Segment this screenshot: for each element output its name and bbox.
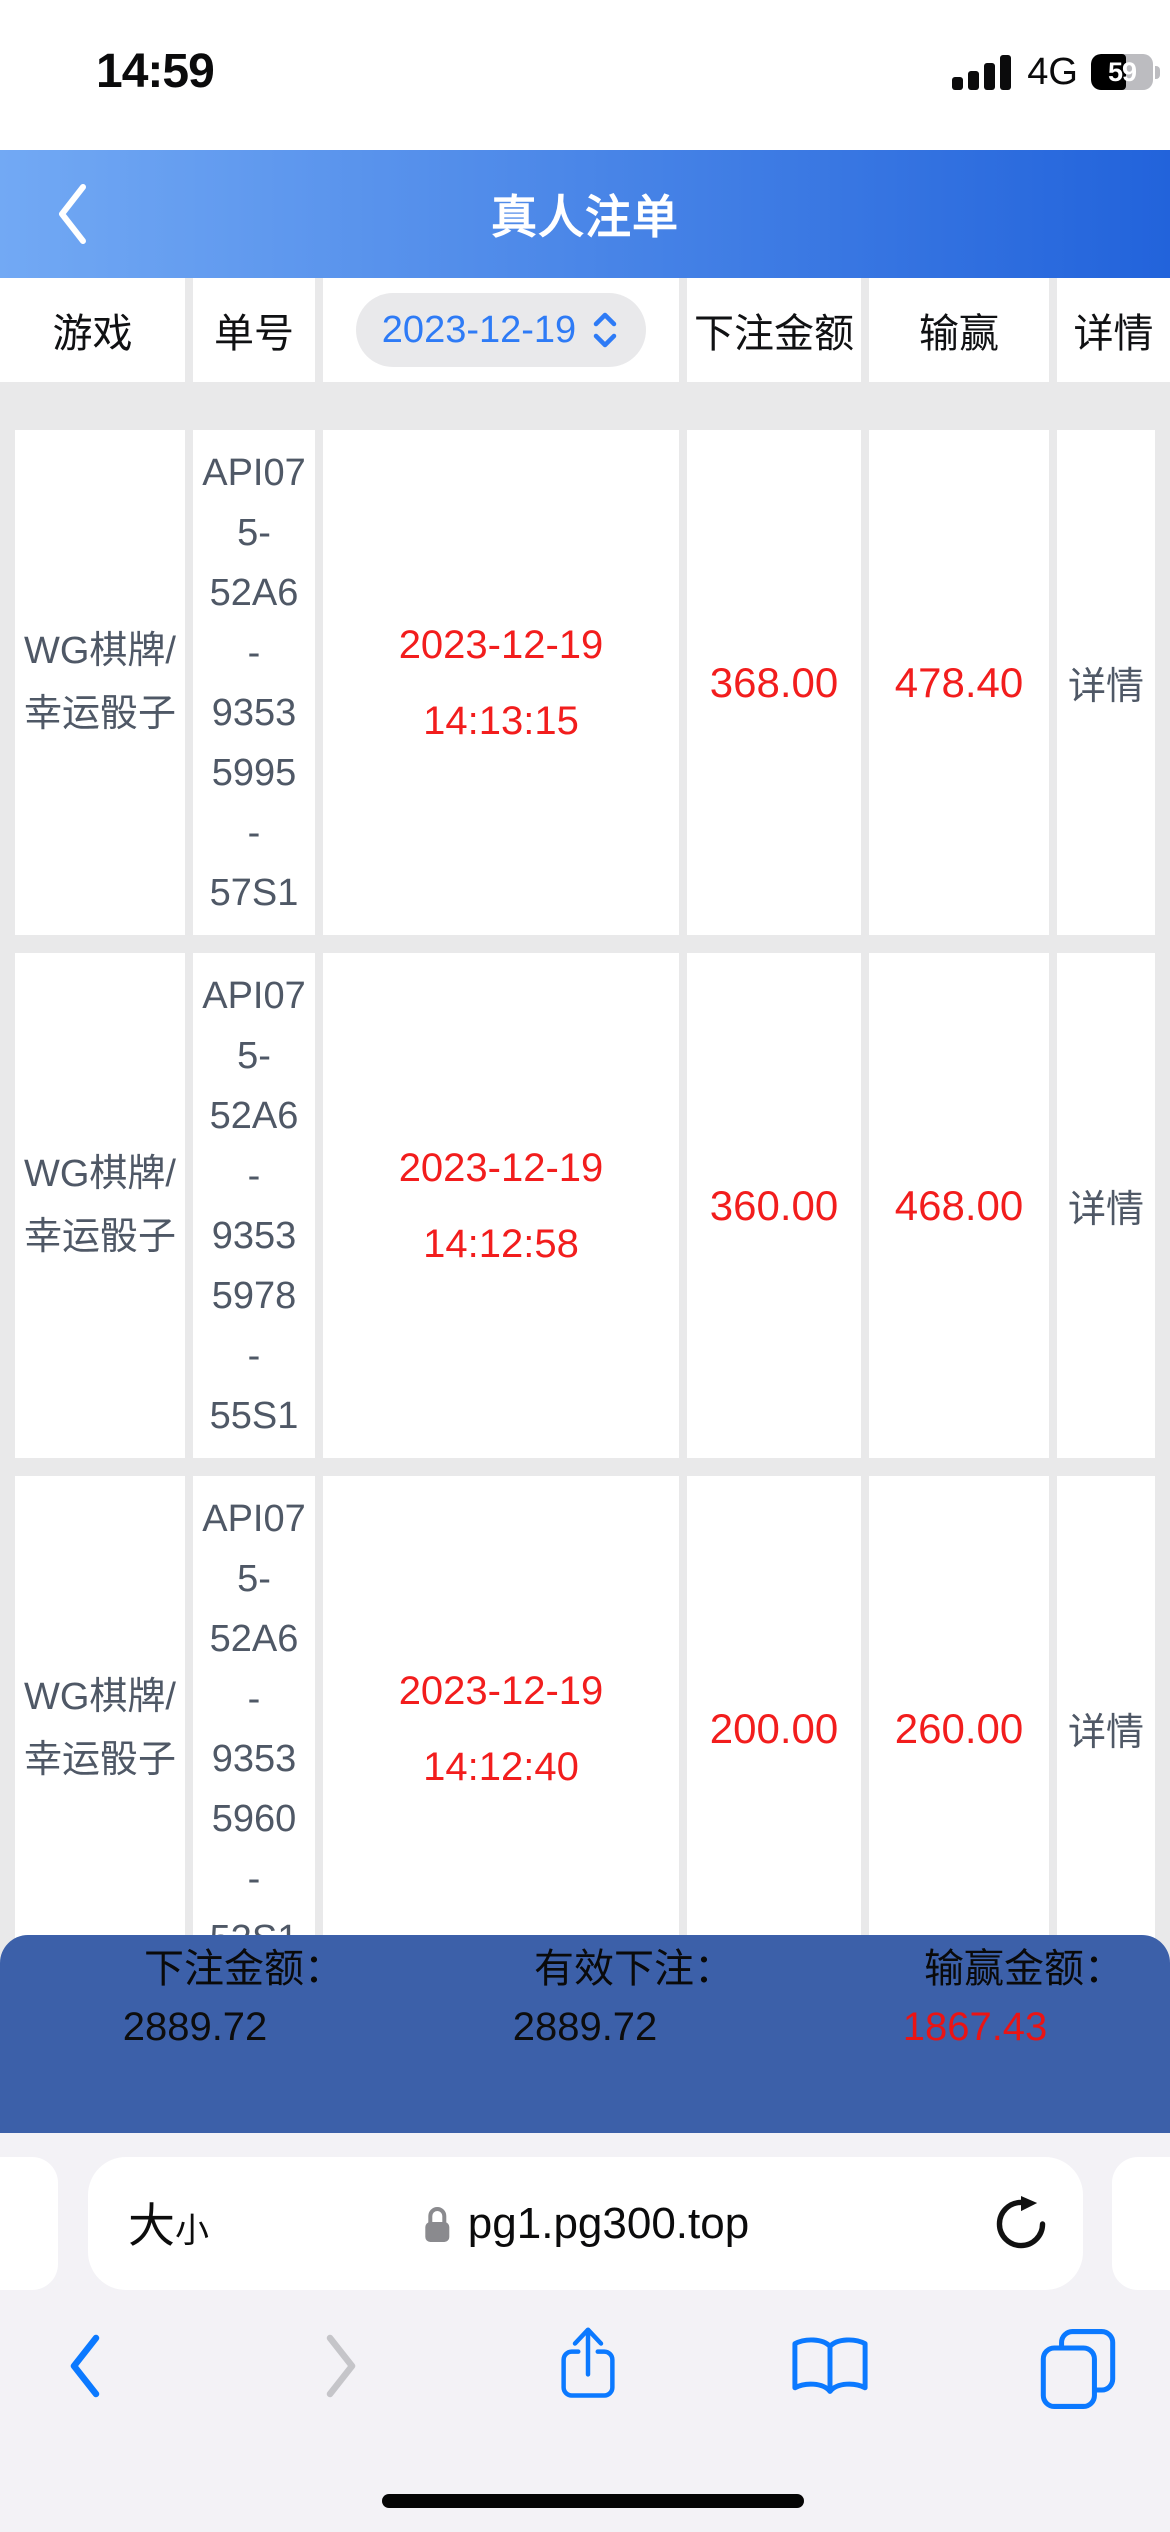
battery-fill bbox=[1091, 54, 1127, 90]
cell-bet-amount: 368.00 bbox=[687, 430, 861, 935]
summary-label: 下注金额： bbox=[144, 1947, 344, 1991]
summary-item-bet-total: 下注金额： 2889.72 bbox=[0, 1945, 390, 2133]
share-icon bbox=[561, 2327, 615, 2398]
battery-percent: 59 bbox=[1107, 56, 1137, 87]
reload-button[interactable] bbox=[993, 2195, 1049, 2252]
column-header-date: 2023-12-19 bbox=[323, 278, 679, 382]
clock: 14:59 bbox=[96, 45, 215, 98]
url-bar[interactable]: 大小 pg1.pg300.top bbox=[88, 2157, 1083, 2290]
forward-icon bbox=[326, 2334, 356, 2398]
cell-bet-time: 2023-12-19 14:12:40 bbox=[323, 1476, 679, 1981]
address-field[interactable]: pg1.pg300.top bbox=[422, 2199, 749, 2249]
url-domain: pg1.pg300.top bbox=[467, 2198, 750, 2248]
cell-bet-time: 2023-12-19 14:13:15 bbox=[323, 430, 679, 935]
back-icon bbox=[70, 2334, 100, 2398]
cell-order-id: API07 5- 52A6 - 9353 5995 - 57S1 bbox=[193, 430, 315, 935]
cell-order-id: API07 5- 52A6 - 9353 5978 - 55S1 bbox=[193, 953, 315, 1458]
back-chevron-icon[interactable] bbox=[54, 182, 90, 246]
app-header: 真人注单 bbox=[0, 150, 1170, 278]
cell-bet-amount: 200.00 bbox=[687, 1476, 861, 1981]
bet-record-row: WG棋牌/ 幸运骰子 API07 5- 52A6 - 9353 5978 - 5… bbox=[15, 953, 1155, 1458]
table-body: WG棋牌/ 幸运骰子 API07 5- 52A6 - 9353 5995 - 5… bbox=[0, 382, 1170, 1981]
detail-link[interactable]: 详情 bbox=[1057, 430, 1155, 935]
home-indicator[interactable] bbox=[382, 2494, 804, 2508]
cell-game-name: WG棋牌/ 幸运骰子 bbox=[15, 953, 185, 1458]
tabs-icon bbox=[1040, 2329, 1116, 2409]
bet-record-row: WG棋牌/ 幸运骰子 API07 5- 52A6 - 9353 5995 - 5… bbox=[15, 430, 1155, 935]
battery-cap bbox=[1155, 65, 1160, 79]
text-size-small: 小 bbox=[175, 2212, 209, 2250]
share-button[interactable] bbox=[558, 2324, 618, 2405]
table-header-row: 游戏 单号 2023-12-19 下注金额 输赢 详情 bbox=[0, 278, 1170, 382]
reload-icon bbox=[996, 2195, 1046, 2248]
status-bar: 14:59 4G 59 bbox=[0, 0, 1170, 150]
cell-winloss-amount: 468.00 bbox=[869, 953, 1049, 1458]
summary-value: 1867.43 bbox=[902, 2005, 1048, 2049]
cell-order-id: API07 5- 52A6 - 9353 5960 - 53S1 bbox=[193, 1476, 315, 1981]
cell-winloss-amount: 478.40 bbox=[869, 430, 1049, 935]
cell-bet-time: 2023-12-19 14:12:58 bbox=[323, 953, 679, 1458]
summary-label: 有效下注： bbox=[534, 1947, 734, 1991]
summary-bar: 下注金额： 2889.72 有效下注： 2889.72 输赢金额： 1867.4… bbox=[0, 1935, 1170, 2133]
summary-item-winloss-total: 输赢金额： 1867.43 bbox=[780, 1945, 1170, 2133]
bet-record-row: WG棋牌/ 幸运骰子 API07 5- 52A6 - 9353 5960 - 5… bbox=[15, 1476, 1155, 1981]
detail-link[interactable]: 详情 bbox=[1057, 953, 1155, 1458]
page-title: 真人注单 bbox=[491, 191, 679, 243]
bet-records-table: 游戏 单号 2023-12-19 下注金额 输赢 详情 WG棋牌/ 幸运骰子 A… bbox=[0, 278, 1170, 2133]
summary-item-valid-bet: 有效下注： 2889.72 bbox=[390, 1945, 780, 2133]
neighbor-tab-left[interactable] bbox=[0, 2157, 58, 2290]
battery-icon: 59 bbox=[1091, 54, 1160, 90]
forward-button[interactable] bbox=[322, 2334, 360, 2401]
cell-winloss-amount: 260.00 bbox=[869, 1476, 1049, 1981]
date-filter-button[interactable]: 2023-12-19 bbox=[355, 293, 647, 367]
text-size-big: 大 bbox=[128, 2199, 175, 2252]
lock-icon bbox=[424, 2206, 449, 2242]
detail-link[interactable]: 详情 bbox=[1057, 1476, 1155, 1981]
summary-label: 输赢金额： bbox=[924, 1947, 1124, 1991]
column-header-winloss: 输赢 bbox=[869, 278, 1049, 382]
date-filter-value: 2023-12-19 bbox=[381, 308, 577, 351]
cell-game-name: WG棋牌/ 幸运骰子 bbox=[15, 1476, 185, 1981]
column-header-bet-amount: 下注金额 bbox=[687, 278, 861, 382]
book-icon bbox=[792, 2337, 868, 2394]
column-header-detail: 详情 bbox=[1057, 278, 1170, 382]
text-size-button[interactable]: 大小 bbox=[128, 2187, 209, 2256]
column-header-order: 单号 bbox=[193, 278, 315, 382]
bookmarks-button[interactable] bbox=[784, 2332, 876, 2407]
status-icons: 4G 59 bbox=[952, 50, 1160, 93]
neighbor-tab-right[interactable] bbox=[1112, 2157, 1170, 2290]
cellular-signal-icon bbox=[952, 55, 1012, 90]
tabs-button[interactable] bbox=[1036, 2326, 1120, 2415]
cell-bet-amount: 360.00 bbox=[687, 953, 861, 1458]
column-header-game: 游戏 bbox=[0, 278, 185, 382]
chevron-up-down-icon bbox=[593, 312, 617, 348]
network-type-label: 4G bbox=[1027, 50, 1078, 93]
back-button[interactable] bbox=[66, 2334, 104, 2401]
summary-value: 2889.72 bbox=[512, 2005, 658, 2049]
summary-value: 2889.72 bbox=[122, 2005, 268, 2049]
cell-game-name: WG棋牌/ 幸运骰子 bbox=[15, 430, 185, 935]
